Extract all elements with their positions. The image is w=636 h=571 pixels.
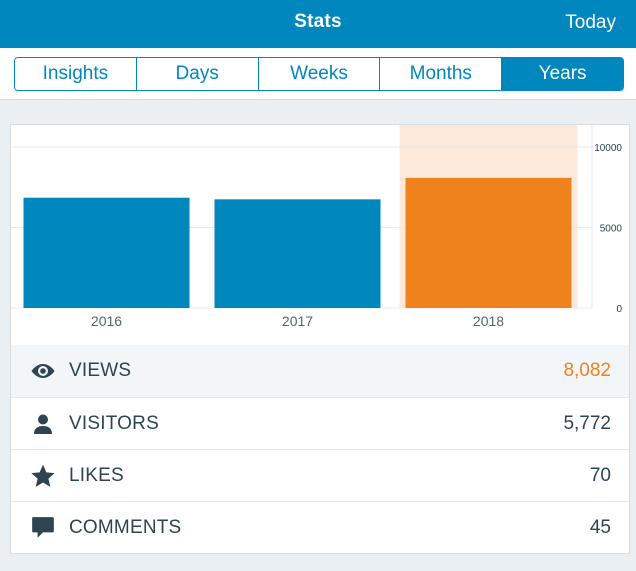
stats-card: 2016 2017 2018 0 5000 10000 VIEWS 8,082 xyxy=(10,124,630,554)
stat-value: 70 xyxy=(589,464,611,486)
stat-row-likes[interactable]: LIKES 70 xyxy=(11,449,629,501)
stat-label: VIEWS xyxy=(69,360,132,381)
x-tick-label: 2018 xyxy=(473,313,504,329)
tab-weeks[interactable]: Weeks xyxy=(258,58,381,90)
stats-summary-list: VIEWS 8,082 VISITORS 5,772 xyxy=(11,345,629,553)
stat-row-visitors[interactable]: VISITORS 5,772 xyxy=(11,397,629,449)
tab-years[interactable]: Years xyxy=(502,58,623,90)
stat-row-comments[interactable]: COMMENTS 45 xyxy=(11,501,629,553)
eye-icon xyxy=(29,357,57,385)
tab-insights[interactable]: Insights xyxy=(15,58,137,90)
today-button[interactable]: Today xyxy=(565,12,616,33)
yearly-bar-chart[interactable]: 2016 2017 2018 0 5000 10000 xyxy=(11,125,629,345)
stat-label: LIKES xyxy=(69,464,124,486)
x-tick-label: 2016 xyxy=(91,313,122,329)
y-tick-label: 5000 xyxy=(600,224,623,235)
period-segmented-control: Insights Days Weeks Months Years xyxy=(14,57,624,91)
bar-2017 xyxy=(214,199,381,308)
tab-days[interactable]: Days xyxy=(136,58,259,90)
stat-row-views[interactable]: VIEWS 8,082 xyxy=(11,345,629,397)
stat-value: 8,082 xyxy=(563,360,611,381)
y-tick-label: 10000 xyxy=(594,143,622,154)
tab-months[interactable]: Months xyxy=(380,58,503,90)
person-icon xyxy=(29,410,57,438)
chart-svg: 2016 2017 2018 0 5000 10000 xyxy=(11,125,623,329)
top-bar: Stats Today xyxy=(0,0,636,48)
bar-2016 xyxy=(23,197,190,308)
page-title: Stats xyxy=(294,11,342,32)
stat-label: COMMENTS xyxy=(69,516,182,538)
stat-label: VISITORS xyxy=(69,412,159,434)
period-selector-bar: Insights Days Weeks Months Years xyxy=(0,48,636,100)
y-tick-label: 0 xyxy=(616,304,622,315)
bar-2018 xyxy=(405,177,572,308)
x-tick-label: 2017 xyxy=(282,313,313,329)
comment-icon xyxy=(29,514,57,542)
stat-value: 45 xyxy=(589,516,611,538)
stat-value: 5,772 xyxy=(563,412,611,434)
star-icon xyxy=(29,462,57,490)
